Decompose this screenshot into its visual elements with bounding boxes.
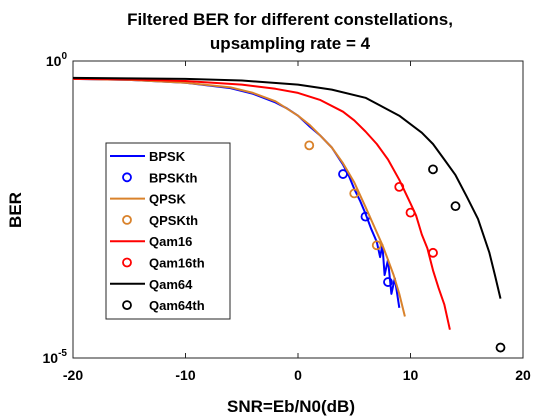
x-tick-label: 20 — [515, 367, 531, 383]
marker-bpskth — [338, 169, 348, 179]
marker-bpskth — [383, 277, 393, 287]
legend-label-qam64th: Qam64th — [149, 298, 205, 313]
legend-label-qam64: Qam64 — [149, 277, 193, 292]
legend-label-bpskth: BPSKth — [149, 170, 197, 185]
legend-marker-qpskth — [122, 214, 132, 225]
y-tick-label: 10-5 — [43, 348, 68, 366]
legend-box — [105, 142, 231, 320]
marker-qam16th — [405, 207, 416, 218]
series-line-qam16 — [72, 77, 451, 330]
y-tick-label: 100 — [46, 51, 68, 69]
legend-label-qpsk: QPSK — [149, 192, 186, 207]
marker-qam64th — [495, 342, 506, 353]
marker-qpskth — [304, 140, 315, 151]
x-tick-label: -10 — [175, 367, 195, 383]
x-axis-label: SNR=Eb/N0(dB) — [227, 397, 355, 416]
y-axis-label: BER — [6, 192, 25, 228]
legend-label-bpsk: BPSK — [149, 149, 186, 164]
legend-marker-qam64th — [122, 300, 132, 311]
marker-qam64th — [450, 201, 461, 212]
legend: BPSK BPSKth QPSK QPSKth Qam16 Qam16th Qam64 Qam… — [105, 142, 231, 320]
x-tick-label: 0 — [294, 367, 302, 383]
axis-ticks: -20 -10 0 10 20 100 10-5 — [43, 51, 531, 383]
marker-qpskth — [349, 188, 360, 199]
legend-marker-bpskth — [122, 172, 132, 183]
chart-title-line-2: upsampling rate = 4 — [210, 34, 371, 53]
legend-marker-qam16th — [122, 257, 132, 268]
legend-label-qam16: Qam16 — [149, 234, 192, 249]
chart-title-line-1: Filtered BER for different constellation… — [127, 10, 453, 29]
marker-qam64th — [428, 164, 438, 175]
marker-qam16th — [394, 181, 405, 192]
series-layer — [72, 76, 506, 353]
x-tick-label: 10 — [403, 367, 419, 383]
x-tick-label: -20 — [63, 367, 83, 383]
series-line-qpsk — [72, 77, 406, 317]
marker-qam16th — [428, 247, 438, 258]
series-line-qam64 — [72, 76, 502, 299]
legend-label-qpskth: QPSKth — [149, 213, 198, 228]
legend-label-qam16th: Qam16th — [149, 256, 205, 271]
marker-qpskth — [371, 240, 382, 251]
